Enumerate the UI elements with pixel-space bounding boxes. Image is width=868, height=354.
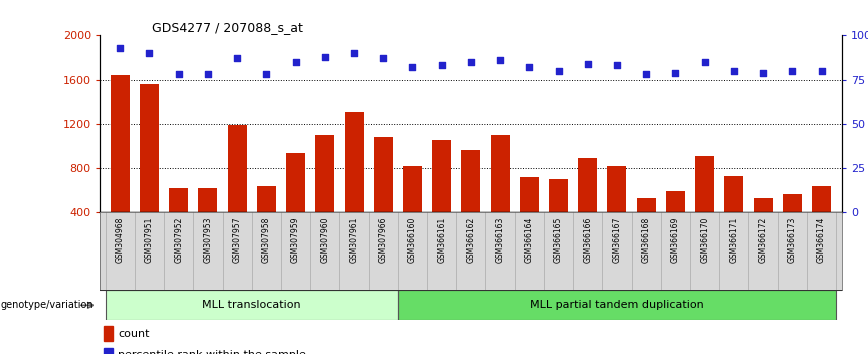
Bar (403, 166, 422, 257)
Text: GSM366165: GSM366165 (554, 216, 563, 263)
Text: GSM366174: GSM366174 (817, 216, 826, 263)
Bar (637, 198, 655, 257)
Point (639, 72, 653, 77)
Text: GSM307966: GSM307966 (378, 216, 388, 263)
Text: GSM366168: GSM366168 (641, 216, 651, 263)
Bar (169, 188, 188, 257)
Bar (520, 177, 539, 257)
Point (318, 54, 332, 59)
Point (114, 45, 128, 51)
Text: GSM366160: GSM366160 (408, 216, 417, 263)
Point (756, 70, 770, 75)
Bar (199, 188, 217, 257)
Text: GSM366161: GSM366161 (437, 216, 446, 263)
Text: GSM307952: GSM307952 (174, 216, 183, 263)
Text: GSM307953: GSM307953 (203, 216, 213, 263)
Bar (103, 326, 113, 341)
Text: genotype/variation: genotype/variation (1, 300, 94, 310)
Text: GSM307961: GSM307961 (350, 216, 358, 263)
Text: GSM366167: GSM366167 (613, 216, 621, 263)
Text: GSM366171: GSM366171 (729, 216, 739, 263)
Bar (753, 198, 773, 257)
Text: GSM366169: GSM366169 (671, 216, 680, 263)
Point (435, 63, 449, 68)
Bar (398, 290, 836, 320)
Bar (140, 84, 159, 257)
Bar (106, 290, 398, 320)
Text: count: count (118, 329, 150, 339)
Bar (345, 112, 364, 257)
Text: GSM307958: GSM307958 (262, 216, 271, 263)
Point (523, 64, 536, 70)
Bar (103, 348, 113, 354)
Bar (783, 194, 802, 257)
Bar (725, 176, 743, 257)
Bar (374, 137, 392, 257)
Point (260, 72, 273, 77)
Point (581, 61, 595, 67)
Text: GSM366166: GSM366166 (583, 216, 592, 263)
Point (142, 50, 156, 56)
Point (347, 50, 361, 56)
Text: GSM307951: GSM307951 (145, 216, 154, 263)
Bar (257, 187, 276, 257)
Text: GSM366170: GSM366170 (700, 216, 709, 263)
Point (405, 64, 419, 70)
Text: GSM307957: GSM307957 (233, 216, 241, 263)
Point (610, 63, 624, 68)
Point (814, 68, 828, 74)
Bar (695, 156, 714, 257)
Point (289, 59, 303, 65)
Text: GSM307960: GSM307960 (320, 216, 329, 263)
Text: GSM366163: GSM366163 (496, 216, 504, 263)
Text: GDS4277 / 207088_s_at: GDS4277 / 207088_s_at (152, 21, 303, 34)
Point (230, 56, 244, 61)
Bar (111, 75, 130, 257)
Text: MLL translocation: MLL translocation (202, 300, 301, 310)
Point (727, 68, 740, 74)
Point (377, 56, 391, 61)
Text: GSM307959: GSM307959 (291, 216, 300, 263)
Bar (462, 150, 480, 257)
Bar (608, 166, 627, 257)
Bar (549, 179, 568, 257)
Point (786, 68, 799, 74)
Bar (315, 135, 334, 257)
Bar (432, 141, 451, 257)
Bar (812, 186, 831, 257)
Bar (490, 135, 510, 257)
Point (551, 68, 565, 74)
Point (493, 57, 507, 63)
Bar (286, 153, 305, 257)
Text: GSM366173: GSM366173 (788, 216, 797, 263)
Text: GSM366172: GSM366172 (759, 216, 767, 263)
Bar (398, 290, 836, 320)
Point (172, 72, 186, 77)
Point (668, 70, 682, 75)
Text: GSM366162: GSM366162 (466, 216, 476, 263)
Text: percentile rank within the sample: percentile rank within the sample (118, 350, 306, 354)
Text: MLL partial tandem duplication: MLL partial tandem duplication (530, 300, 704, 310)
Point (698, 59, 712, 65)
Bar (106, 290, 398, 320)
Bar (666, 192, 685, 257)
Bar (227, 125, 247, 257)
Text: GSM366164: GSM366164 (525, 216, 534, 263)
Point (464, 59, 477, 65)
Text: GSM304968: GSM304968 (115, 216, 125, 263)
Bar (578, 158, 597, 257)
Point (201, 72, 215, 77)
